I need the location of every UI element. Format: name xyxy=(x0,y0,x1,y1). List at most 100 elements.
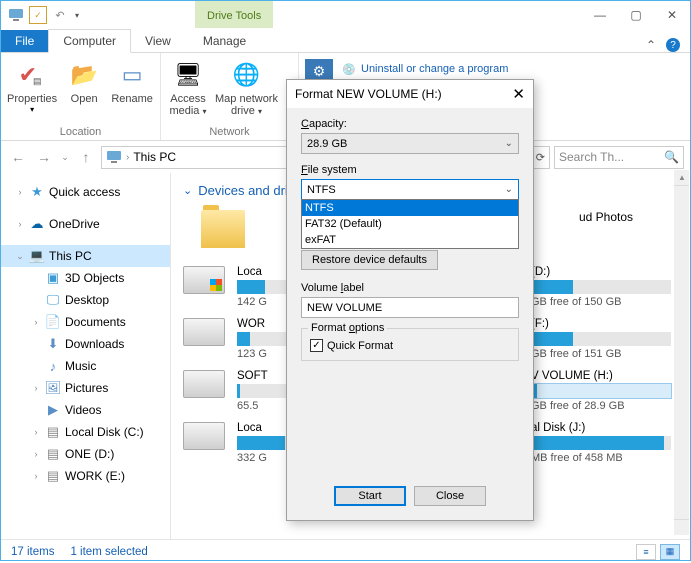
map-network-button[interactable]: 🌐 Map networkdrive ▾ xyxy=(215,57,278,126)
view-details-button[interactable]: ≡ xyxy=(636,544,656,560)
ribbon-tabs: File Computer View Manage ⌃ ? xyxy=(1,29,690,53)
refresh-icon[interactable]: ⟳ xyxy=(536,151,545,164)
qat-dropdown-icon[interactable]: ▾ xyxy=(75,11,79,20)
rename-icon: ▭ xyxy=(116,59,148,91)
chevron-down-icon: ⌄ xyxy=(505,138,513,149)
fs-option-exfat[interactable]: exFAT xyxy=(302,232,518,248)
search-input[interactable]: Search Th... 🔍 xyxy=(554,146,684,169)
qat-properties-icon[interactable]: ✓ xyxy=(29,6,47,24)
dialog-close-button[interactable]: ✕ xyxy=(512,85,525,103)
tree-onedrive[interactable]: ›☁OneDrive xyxy=(1,213,170,235)
capacity-bar xyxy=(237,436,287,450)
ribbon-collapse-icon[interactable]: ⌃ xyxy=(646,38,656,52)
breadcrumb-item[interactable]: This PC xyxy=(133,150,176,164)
scroll-up-icon[interactable]: ▲ xyxy=(678,173,686,182)
cube-icon: ▣ xyxy=(45,270,61,286)
nav-back-button[interactable]: ← xyxy=(7,146,29,168)
tab-computer[interactable]: Computer xyxy=(48,29,131,53)
downloads-icon: ⬇ xyxy=(45,336,61,352)
tab-file[interactable]: File xyxy=(1,30,48,52)
tree-videos[interactable]: ▶Videos xyxy=(1,399,170,421)
tree-documents[interactable]: ›📄Documents xyxy=(1,311,170,333)
access-media-button[interactable]: 🖥 Accessmedia ▾ xyxy=(167,57,209,126)
help-icon[interactable]: ? xyxy=(666,38,680,52)
rename-button[interactable]: ▭ Rename xyxy=(111,57,153,126)
drive-free: GB free of 150 GB xyxy=(531,296,678,308)
chevron-right-icon[interactable]: › xyxy=(126,152,129,163)
drive-name: (D:) xyxy=(531,266,678,278)
nav-history-button[interactable]: ⌄ xyxy=(59,146,71,168)
documents-icon: 📄 xyxy=(45,314,61,330)
music-icon: ♪ xyxy=(45,358,61,374)
uninstall-link[interactable]: 💿 Uninstall or change a program xyxy=(337,59,512,79)
app-icon xyxy=(7,6,25,24)
drive-icon xyxy=(183,318,225,346)
drive-icon: ▤ xyxy=(45,468,61,484)
nav-up-button[interactable]: ↑ xyxy=(75,146,97,168)
rename-label: Rename xyxy=(111,93,153,105)
capacity-bar xyxy=(531,436,671,450)
qat-undo-icon[interactable]: ↶ xyxy=(51,6,69,24)
capacity-select[interactable]: 28.9 GB ⌄ xyxy=(301,133,519,154)
pc-icon xyxy=(106,150,122,164)
tree-quick-access[interactable]: ›★Quick access xyxy=(1,181,170,203)
status-selection: 1 item selected xyxy=(70,546,147,558)
open-label: Open xyxy=(71,93,98,105)
search-icon: 🔍 xyxy=(664,150,679,164)
tree-one-d[interactable]: ›▤ONE (D:) xyxy=(1,443,170,465)
tab-view[interactable]: View xyxy=(131,30,185,52)
dialog-title: Format NEW VOLUME (H:) xyxy=(295,87,442,101)
maximize-button[interactable]: ▢ xyxy=(618,1,654,29)
tree-work-e[interactable]: ›▤WORK (E:) xyxy=(1,465,170,487)
drive-icon: ▤ xyxy=(45,424,61,440)
star-icon: ★ xyxy=(29,184,45,200)
tree-local-c[interactable]: ›▤Local Disk (C:) xyxy=(1,421,170,443)
filesystem-dropdown: NTFS FAT32 (Default) exFAT xyxy=(301,199,519,249)
dialog-titlebar[interactable]: Format NEW VOLUME (H:) ✕ xyxy=(287,80,533,108)
filesystem-select[interactable]: NTFS ⌄ NTFS FAT32 (Default) exFAT xyxy=(301,179,519,200)
capacity-bar xyxy=(237,280,287,294)
map-network-label: Map network xyxy=(215,93,278,105)
scroll-down-icon[interactable]: ▼ xyxy=(678,523,686,532)
properties-dd-icon[interactable]: ▾ xyxy=(30,105,34,114)
folder-label[interactable]: ud Photos xyxy=(579,210,633,224)
drive-free: MB free of 458 MB xyxy=(531,452,678,464)
tree-this-pc[interactable]: ⌄💻This PC xyxy=(1,245,170,267)
properties-button[interactable]: ✔▤ Properties ▾ xyxy=(7,57,57,126)
folder-icon[interactable] xyxy=(201,210,245,248)
drive-free: GB free of 151 GB xyxy=(531,348,678,360)
format-dialog: Format NEW VOLUME (H:) ✕ Capacity: 28.9 … xyxy=(286,79,534,521)
close-button[interactable]: ✕ xyxy=(654,1,690,29)
group-location: Location xyxy=(7,126,154,138)
start-button[interactable]: Start xyxy=(334,486,406,506)
tab-manage[interactable]: Manage xyxy=(189,30,260,52)
quick-format-checkbox[interactable]: ✓ Quick Format xyxy=(310,339,510,352)
volume-label-label: Volume label xyxy=(301,282,519,294)
drive-name: al Disk (J:) xyxy=(531,422,678,434)
fs-option-ntfs[interactable]: NTFS xyxy=(302,200,518,216)
open-button[interactable]: 📂 Open xyxy=(63,57,105,126)
capacity-bar xyxy=(531,332,671,346)
dialog-close-button-2[interactable]: Close xyxy=(414,486,486,506)
properties-icon: ✔▤ xyxy=(16,59,48,91)
minimize-button[interactable]: — xyxy=(582,1,618,29)
videos-icon: ▶ xyxy=(45,402,61,418)
uninstall-icon: 💿 xyxy=(341,61,357,77)
nav-forward-button[interactable]: → xyxy=(33,146,55,168)
restore-defaults-button[interactable]: Restore device defaults xyxy=(301,250,438,270)
nav-tree: ›★Quick access ›☁OneDrive ⌄💻This PC ▣3D … xyxy=(1,173,171,539)
tree-3d-objects[interactable]: ▣3D Objects xyxy=(1,267,170,289)
tree-desktop[interactable]: 🖵Desktop xyxy=(1,289,170,311)
vertical-scrollbar[interactable]: ▲ ▼ xyxy=(674,170,689,535)
view-tiles-button[interactable]: ▦ xyxy=(660,544,680,560)
fs-option-fat32[interactable]: FAT32 (Default) xyxy=(302,216,518,232)
tree-downloads[interactable]: ⬇Downloads xyxy=(1,333,170,355)
open-icon: 📂 xyxy=(68,59,100,91)
status-item-count: 17 items xyxy=(11,546,54,558)
access-media-icon: 🖥 xyxy=(172,59,204,91)
tree-music[interactable]: ♪Music xyxy=(1,355,170,377)
volume-label-input[interactable]: NEW VOLUME xyxy=(301,297,519,318)
capacity-bar xyxy=(237,332,287,346)
contextual-tab-header: Drive Tools xyxy=(195,1,273,29)
tree-pictures[interactable]: ›🖼Pictures xyxy=(1,377,170,399)
